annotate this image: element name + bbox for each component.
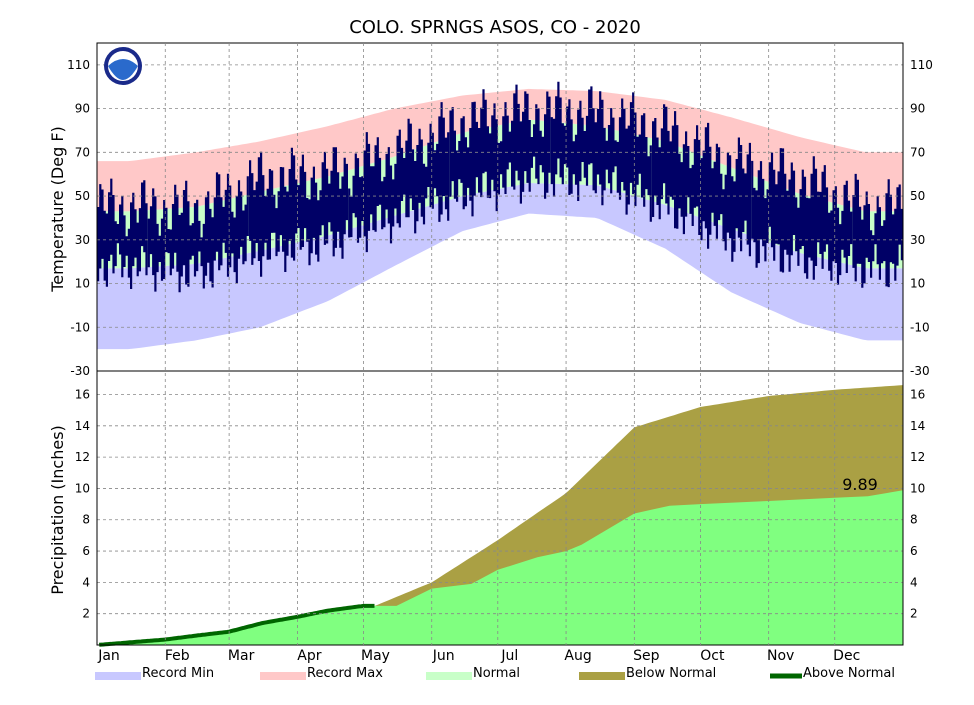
temperature-tick-right: 50 [910, 189, 925, 203]
precip-frame [96, 370, 904, 646]
month-label: Dec [833, 648, 860, 664]
legend-swatch [579, 672, 625, 680]
precip-tick-right: 16 [910, 387, 925, 401]
precip-tick-right: 6 [910, 544, 918, 558]
precip-tick-left: 14 [75, 419, 90, 433]
precip-tick-right: 12 [910, 450, 925, 464]
precip-tick-right: 10 [910, 481, 925, 495]
temperature-tick-left: 70 [75, 145, 90, 159]
month-label: Oct [700, 648, 725, 664]
temperature-tick-left: 90 [75, 102, 90, 116]
normal-band [97, 119, 903, 269]
temperature-tick-right: -30 [910, 364, 930, 378]
month-label: Feb [165, 648, 190, 664]
observed-temperature-bars [97, 81, 903, 293]
precip-tick-right: 8 [910, 513, 918, 527]
precip-tick-left: 6 [82, 544, 90, 558]
temperature-tick-left: -30 [70, 364, 90, 378]
precip-tick-right: 14 [910, 419, 925, 433]
month-label: May [361, 648, 390, 664]
month-label: Jan [97, 648, 120, 664]
month-label: Aug [564, 648, 591, 664]
temperature-tick-right: 90 [910, 102, 925, 116]
legend-swatch [426, 672, 472, 680]
legend: Record Min Record Max Normal Below Normal Ab… [95, 666, 895, 681]
month-label: Jul [500, 648, 518, 664]
temperature-axis-label: Temperature (Deg F) [48, 126, 67, 293]
temperature-tick-left: -10 [70, 320, 90, 334]
legend-swatch [95, 672, 141, 680]
precip-total-annotation: 9.89 [842, 475, 878, 494]
legend-label: Record Min [142, 666, 214, 681]
precip-tick-right: 2 [910, 607, 918, 621]
temperature-tick-left: 30 [75, 233, 90, 247]
temperature-tick-right: 10 [910, 277, 925, 291]
temperature-tick-left: 110 [67, 58, 90, 72]
temperature-tick-right: 110 [910, 58, 933, 72]
temperature-tick-right: -10 [910, 320, 930, 334]
temperature-tick-left: 10 [75, 277, 90, 291]
temperature-panel: -30 -30 -10 -10 10 10 30 30 50 50 70 70 90 90 110 110 [67, 42, 933, 378]
noaa-logo [104, 47, 142, 85]
precip-tick-left: 4 [82, 575, 90, 589]
precip-tick-left: 2 [82, 607, 90, 621]
temperature-tick-right: 70 [910, 145, 925, 159]
legend-swatch [770, 673, 802, 679]
legend-label: Above Normal [803, 666, 895, 681]
above-normal-line [99, 603, 375, 647]
precipitation-panel: 2 2 4 4 6 6 8 8 10 10 12 12 14 14 16 16 [75, 370, 925, 647]
month-label: Sep [633, 648, 660, 664]
precipitation-axis-label: Precipitation (Inches) [48, 425, 67, 595]
month-label: Jun [432, 648, 455, 664]
chart-title: COLO. SPRNGS ASOS, CO - 2020 [349, 17, 641, 38]
legend-label: Record Max [307, 666, 383, 681]
precip-tick-left: 8 [82, 513, 90, 527]
observed-precip-area [97, 490, 903, 645]
record-max-band [97, 88, 903, 212]
precip-tick-left: 12 [75, 450, 90, 464]
temperature-tick-right: 30 [910, 233, 925, 247]
precip-tick-left: 16 [75, 387, 90, 401]
temperature-tick-left: 50 [75, 189, 90, 203]
legend-label: Below Normal [626, 666, 716, 681]
month-axis: Jan Feb Mar Apr May Jun Jul Aug Sep Oct Nov Dec [97, 43, 860, 664]
legend-label: Normal [473, 666, 520, 681]
precip-tick-left: 10 [75, 481, 90, 495]
month-label: Apr [297, 648, 321, 664]
month-label: Nov [767, 648, 794, 664]
precip-tick-right: 4 [910, 575, 918, 589]
month-label: Mar [228, 648, 255, 664]
legend-swatch [260, 672, 306, 680]
